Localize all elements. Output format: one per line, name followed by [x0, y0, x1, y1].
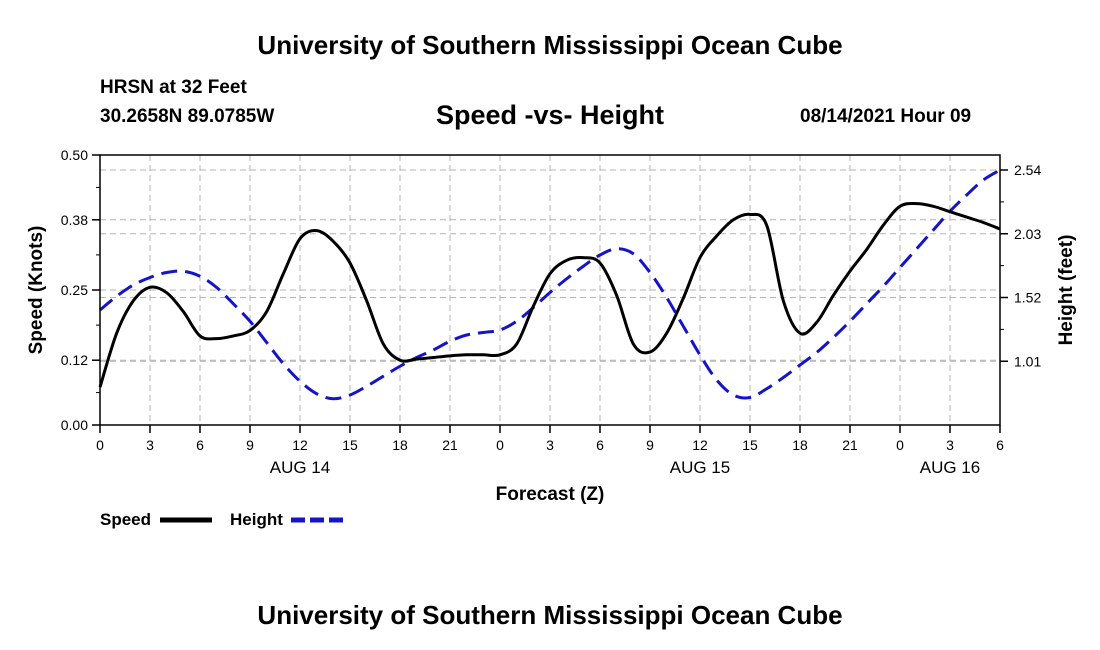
y-right-tick-label: 2.03 [1014, 226, 1041, 242]
x-tick-label: 9 [246, 437, 254, 453]
series-layer [98, 168, 1001, 401]
y-left-tick-label: 0.50 [61, 147, 88, 163]
grid-layer [100, 155, 1000, 425]
station-label: HRSN at 32 Feet [100, 77, 247, 98]
forecast-datetime: 08/14/2021 Hour 09 [800, 106, 972, 127]
x-day-label: AUG 16 [920, 458, 980, 477]
series-line-height [99, 168, 1001, 401]
x-tick-label: 21 [842, 437, 858, 453]
y-right-tick-label: 2.54 [1014, 162, 1041, 178]
x-tick-label: 0 [96, 437, 104, 453]
axes-layer: 0 3 6 9 12 15 18 21 0 3 6 9 12 15 18 21 0 3 6 AUG 14 AUG 15 A… [61, 147, 1042, 477]
y-left-tick-label: 0.00 [61, 417, 88, 433]
x-day-label: AUG 14 [270, 458, 330, 477]
y-right-tick-label: 1.52 [1014, 290, 1041, 306]
main-title: University of Southern Mississippi Ocean… [257, 30, 843, 60]
footer-title: University of Southern Mississippi Ocean… [257, 600, 843, 630]
x-tick-label: 9 [646, 437, 654, 453]
x-tick-label: 3 [546, 437, 554, 453]
chart-subtitle: Speed -vs- Height [435, 100, 665, 130]
x-tick-label: 6 [996, 437, 1004, 453]
x-tick-label: 3 [146, 437, 154, 453]
y-axis-title-left: Speed (Knots) [26, 226, 47, 355]
y-left-tick-label: 0.12 [61, 352, 88, 368]
x-day-label: AUG 15 [670, 458, 730, 477]
x-axis-title: Forecast (Z) [496, 484, 605, 505]
x-tick-label: 21 [442, 437, 458, 453]
y-right-tick-label: 1.01 [1014, 353, 1041, 369]
x-tick-label: 0 [896, 437, 904, 453]
x-tick-label: 12 [692, 437, 708, 453]
y-left-tick-label: 0.38 [61, 212, 88, 228]
x-tick-label: 15 [342, 437, 358, 453]
y-left-tick-label: 0.25 [61, 282, 88, 298]
x-tick-label: 18 [792, 437, 808, 453]
x-tick-label: 12 [292, 437, 308, 453]
station-coordinates: 30.2658N 89.0785W [100, 106, 275, 127]
legend-label-speed: Speed [100, 510, 151, 529]
y-axis-title-right: Height (feet) [1056, 235, 1077, 346]
series-line-speed [98, 202, 1001, 388]
x-tick-label: 15 [742, 437, 758, 453]
legend: Speed Height [100, 510, 343, 529]
x-tick-label: 6 [196, 437, 204, 453]
legend-label-height: Height [230, 510, 283, 529]
x-tick-label: 3 [946, 437, 954, 453]
x-tick-label: 6 [596, 437, 604, 453]
x-tick-label: 18 [392, 437, 408, 453]
x-tick-label: 0 [496, 437, 504, 453]
